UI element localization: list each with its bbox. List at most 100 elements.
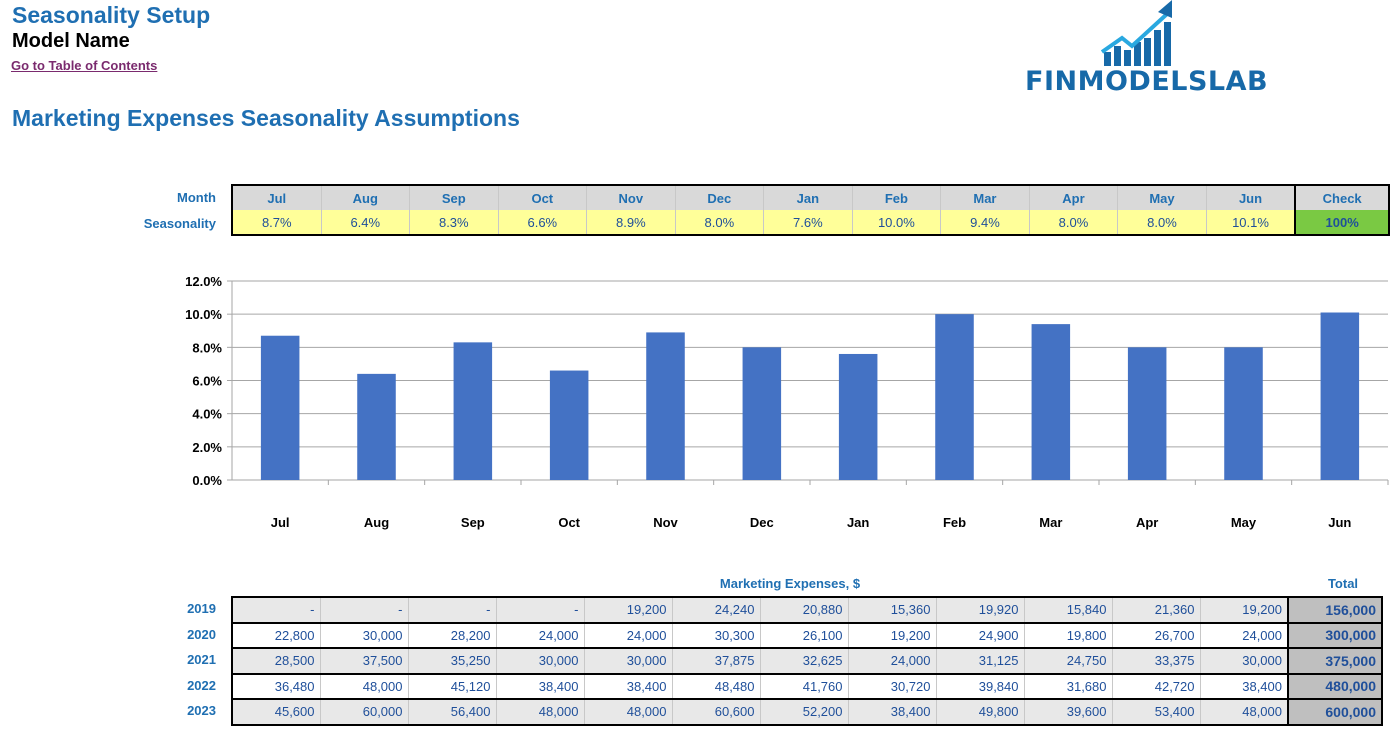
x-tick-label: Dec <box>750 515 774 530</box>
bar <box>549 370 589 480</box>
expense-row: - - - -19,200 24,240 20,880 15,360 19,920 15,840… <box>232 597 1382 624</box>
seasonality-value-cell[interactable]: 10.0% <box>852 210 942 235</box>
expense-cell: 30,000 <box>496 648 585 675</box>
expense-cell: 39,840 <box>936 673 1025 700</box>
total-header: Total <box>1327 576 1359 591</box>
expense-cell: 24,000 <box>584 622 673 649</box>
table-of-contents-link[interactable]: Go to Table of Contents <box>11 58 158 73</box>
expense-cell: 28,200 <box>408 622 497 649</box>
expense-cell: 32,625 <box>760 648 849 675</box>
y-tick-label: 8.0% <box>192 340 222 355</box>
expense-cell: 36,480 <box>232 673 321 700</box>
y-tick-label: 0.0% <box>192 473 222 488</box>
expense-cell: 31,680 <box>1024 673 1113 700</box>
seasonality-bar-chart: 0.0% 2.0% 4.0% 6.0% 8.0% 10.0% 12.0% Jul Aug Sep O… <box>185 274 1389 530</box>
bar <box>646 332 685 480</box>
month-header-cell: Mar <box>940 185 1030 210</box>
expense-cell: 15,840 <box>1024 597 1113 624</box>
bar <box>357 373 396 480</box>
expense-cell: 35,250 <box>408 648 497 675</box>
x-tick-label: Oct <box>558 515 580 530</box>
month-header-cell: May <box>1117 185 1207 210</box>
year-label: 2022 <box>187 677 216 693</box>
expense-cell: 19,800 <box>1024 622 1113 649</box>
check-value: 100% <box>1294 210 1389 235</box>
year-label: 2020 <box>187 626 216 642</box>
expense-total-cell: 156,000 <box>1287 597 1382 624</box>
expense-row: 36,480 48,000 45,120 38,400 38,400 48,480 41,7… <box>232 673 1382 700</box>
seasonality-table: Jul Aug Sep Oct Nov Dec Jan Feb Mar Apr May Jun Chec… <box>231 184 1390 236</box>
month-header-cell: Jul <box>232 185 322 210</box>
expense-cell: 30,000 <box>584 648 673 675</box>
expense-cell: 22,800 <box>232 622 321 649</box>
expense-cell: 52,200 <box>760 699 849 726</box>
expense-cell: 31,125 <box>936 648 1025 675</box>
seasonality-value-cell[interactable]: 8.0% <box>1029 210 1119 235</box>
expense-row: 22,800 30,000 28,200 24,000 24,000 30,300 26,1… <box>232 622 1382 649</box>
bar <box>260 335 300 480</box>
logo-text: FINMODELSLAB <box>1025 66 1269 97</box>
expense-cell: 38,400 <box>496 673 585 700</box>
expense-cell: 15,360 <box>848 597 937 624</box>
expense-cell: 26,100 <box>760 622 849 649</box>
seasonality-value-cell[interactable]: 10.1% <box>1206 210 1296 235</box>
x-tick-label: May <box>1231 515 1257 530</box>
expense-cell: 45,600 <box>232 699 321 726</box>
bar <box>838 353 878 480</box>
finmodelslab-logo: FINMODELSLAB <box>1022 0 1272 100</box>
month-header-cell: Aug <box>321 185 411 210</box>
bar <box>1031 324 1071 480</box>
expense-cell: 21,360 <box>1112 597 1201 624</box>
x-tick-label: Aug <box>364 515 389 530</box>
expense-cell: 30,720 <box>848 673 937 700</box>
y-tick-label: 10.0% <box>185 307 222 322</box>
seasonality-value-cell[interactable]: 6.6% <box>498 210 588 235</box>
month-header-cell: Dec <box>675 185 765 210</box>
seasonality-value-cell[interactable]: 8.7% <box>232 210 322 235</box>
expense-cell: 24,000 <box>496 622 585 649</box>
seasonality-value-cell[interactable]: 7.6% <box>763 210 853 235</box>
expense-cell: 42,720 <box>1112 673 1201 700</box>
seasonality-value-cell[interactable]: 8.9% <box>586 210 676 235</box>
expense-cell: 19,200 <box>1200 597 1289 624</box>
expense-total-cell: 480,000 <box>1287 673 1382 700</box>
seasonality-value-cell[interactable]: 8.0% <box>1117 210 1207 235</box>
month-header-cell: Nov <box>586 185 676 210</box>
page-title: Seasonality Setup <box>12 2 211 28</box>
expense-cell: 20,880 <box>760 597 849 624</box>
expense-cell: 38,400 <box>1200 673 1289 700</box>
expense-cell: 24,750 <box>1024 648 1113 675</box>
expense-cell: 30,000 <box>320 622 409 649</box>
expense-cell: 26,700 <box>1112 622 1201 649</box>
expense-cell: 48,000 <box>584 699 673 726</box>
x-tick-label: Nov <box>653 515 678 530</box>
expense-cell: 19,200 <box>584 597 673 624</box>
expense-row: 28,500 37,500 35,250 30,000 30,000 37,875 32,6… <box>232 648 1382 675</box>
x-tick-label: Jun <box>1328 515 1351 530</box>
y-tick-label: 12.0% <box>185 274 222 289</box>
bar <box>1127 347 1167 480</box>
expense-cell: - <box>496 597 585 624</box>
x-tick-label: Sep <box>461 515 485 530</box>
seasonality-value-cell[interactable]: 6.4% <box>321 210 411 235</box>
x-tick-label: Jul <box>271 515 290 530</box>
expense-cell: 30,300 <box>672 622 761 649</box>
expense-cell: 60,600 <box>672 699 761 726</box>
year-label: 2021 <box>187 652 216 668</box>
expense-cell: 41,760 <box>760 673 849 700</box>
expense-cell: 19,200 <box>848 622 937 649</box>
bar <box>742 347 782 480</box>
seasonality-value-cell[interactable]: 8.3% <box>409 210 499 235</box>
bar <box>1224 347 1263 480</box>
month-header-cell: Jan <box>763 185 853 210</box>
seasonality-value-cell[interactable]: 9.4% <box>940 210 1030 235</box>
expense-cell: 38,400 <box>848 699 937 726</box>
seasonality-value-cell[interactable]: 8.0% <box>675 210 765 235</box>
expense-cell: 48,480 <box>672 673 761 700</box>
model-name: Model Name <box>12 30 130 52</box>
month-header-cell: Sep <box>409 185 499 210</box>
expense-cell: 33,375 <box>1112 648 1201 675</box>
seasonality-row-label: Seasonality <box>143 216 216 231</box>
expense-cell: 39,600 <box>1024 699 1113 726</box>
expense-cell: 45,120 <box>408 673 497 700</box>
